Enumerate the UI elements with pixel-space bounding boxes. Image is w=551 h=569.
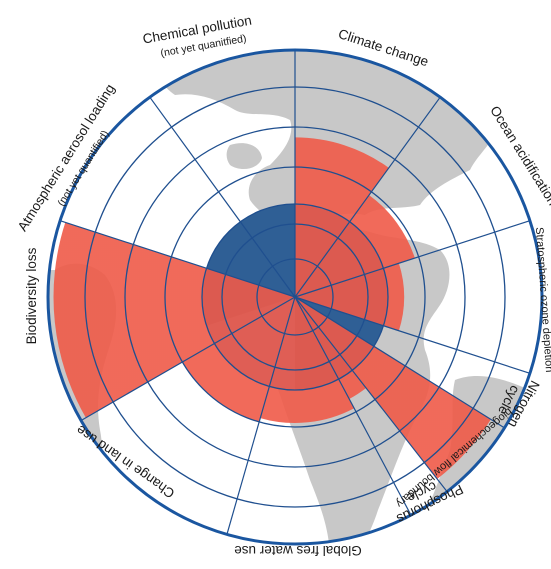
grid-spoke-6	[294, 296, 448, 493]
wedge-biodiversity-loss	[53, 222, 295, 418]
label-biodiversity-loss: Biodiversity loss	[24, 247, 39, 344]
grid-spoke-2	[294, 96, 441, 298]
wedge-ocean-acidification	[295, 195, 415, 297]
continent-north	[150, 50, 500, 230]
grid-spoke-11	[149, 96, 296, 298]
boundary-wedges	[53, 137, 491, 480]
island-small	[226, 143, 262, 170]
grid-spoke-9	[80, 296, 296, 422]
grid-spoke-8	[226, 296, 296, 535]
wedge-nitrogen-cycle	[295, 297, 491, 480]
grid-spoke-7	[294, 296, 412, 516]
wedge-change-in-land-use	[182, 297, 295, 423]
label-global-freshwater-use: Global fres water use	[234, 543, 362, 558]
grid-spoke-5	[294, 296, 505, 429]
grid-spoke-4	[294, 296, 531, 374]
grid-spoke-3	[294, 220, 531, 298]
grid	[59, 50, 531, 535]
outer-rim	[46, 48, 544, 546]
wedge-global-freshwater-use	[260, 297, 355, 424]
grid-spoke-10	[59, 220, 296, 298]
wedge-stratospheric-ozone-depletion	[295, 263, 405, 331]
